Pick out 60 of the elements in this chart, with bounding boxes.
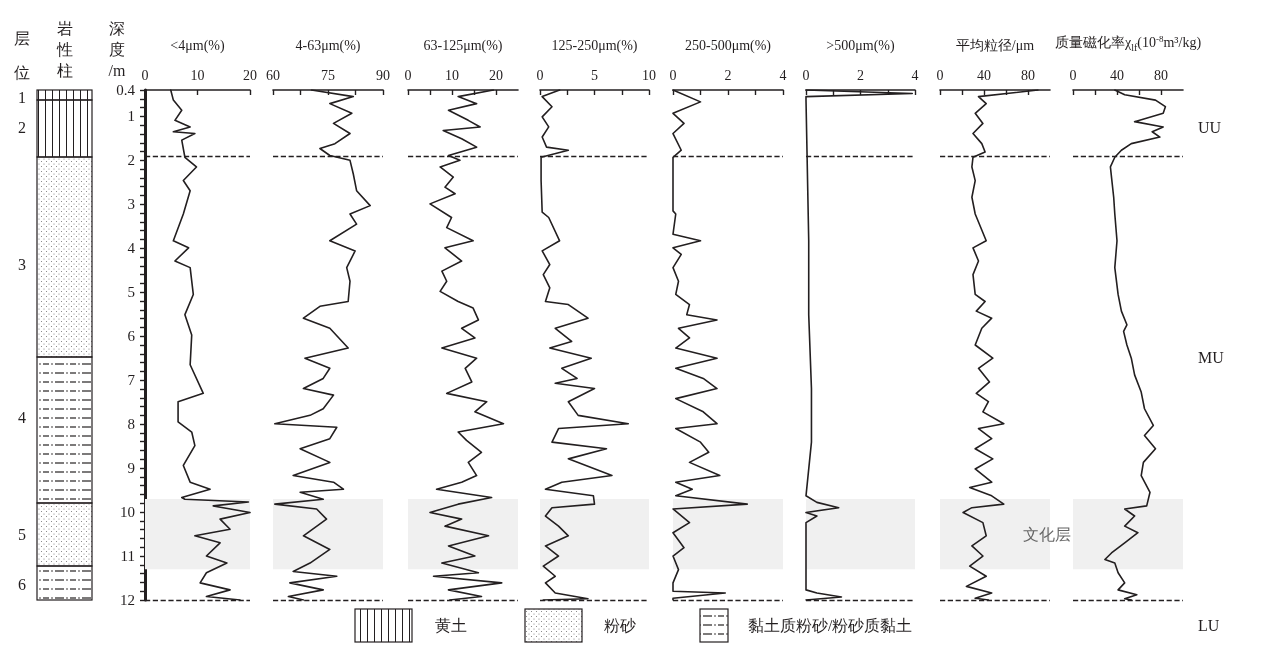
y-tick-label: 9 (127, 460, 135, 477)
y-tick-label: 7 (127, 372, 136, 389)
y-tick-label: 1 (127, 108, 135, 125)
x-tick-label: 0 (802, 67, 810, 83)
x-axis-title: 250-500μm(%) (684, 37, 772, 54)
band-label: 文化层 (1023, 525, 1071, 543)
y-tick-label: 8 (127, 416, 135, 433)
x-tick-label: 4 (779, 67, 787, 83)
x-axis-title: 4-63μm(%) (295, 37, 361, 54)
text: 黄土 (435, 617, 467, 635)
x-tick-label: 10 (445, 67, 459, 83)
x-tick-label: 90 (376, 67, 390, 83)
y-tick-label: 2 (127, 152, 135, 169)
x-axis-title: >500μm(%) (826, 37, 895, 54)
x-tick-label: 0 (404, 67, 412, 83)
text: 4 (18, 409, 26, 427)
y-tick-label: 11 (120, 548, 135, 565)
x-tick-label: 40 (977, 67, 991, 83)
x-axis-title: 125-250μm(%) (551, 37, 638, 54)
x-tick-label: 2 (724, 67, 732, 83)
text: UU (1198, 119, 1222, 137)
x-tick-label: 10 (642, 67, 656, 83)
x-tick-label: 20 (243, 67, 257, 83)
text: 5 (18, 526, 26, 544)
y-tick-label: 4 (127, 240, 136, 257)
x-tick-label: 80 (1154, 67, 1168, 83)
x-axis-title: 平均粒径/μm (955, 37, 1035, 53)
y-tick-label: 5 (127, 284, 135, 301)
text: 层位 (14, 29, 30, 83)
x-tick-label: 40 (1110, 67, 1124, 83)
x-tick-label: 0 (936, 67, 944, 83)
y-tick-label: 6 (127, 328, 136, 345)
text: LU (1198, 617, 1220, 635)
x-tick-label: 80 (1021, 67, 1035, 83)
x-tick-label: 2 (857, 67, 864, 83)
text: 岩性柱 (57, 19, 73, 81)
x-axis-title: 63-125μm(%) (423, 37, 503, 54)
x-tick-label: 0 (1069, 67, 1077, 83)
x-tick-label: 10 (190, 67, 205, 83)
y-tick-label: 12 (120, 592, 135, 608)
x-tick-label: 75 (321, 67, 335, 83)
x-tick-label: 0 (141, 67, 149, 83)
y-tick-label: 0.4 (116, 82, 136, 98)
text: 6 (18, 576, 26, 594)
x-tick-label: 5 (591, 67, 598, 83)
x-axis-title: <4μm(%) (170, 37, 225, 54)
x-tick-label: 0 (536, 67, 544, 83)
text: 2 (18, 119, 26, 137)
y-tick-label: 3 (127, 196, 135, 213)
y-axis-title: 深度/m (108, 19, 126, 81)
text: MU (1198, 349, 1224, 367)
text: 粉砂 (604, 617, 636, 635)
x-tick-label: 60 (266, 67, 280, 83)
text: 黏土质粉砂/粉砂质黏土 (748, 617, 913, 635)
text: 1 (18, 89, 26, 107)
x-tick-label: 4 (911, 67, 919, 83)
x-tick-label: 20 (489, 67, 503, 83)
text: 3 (18, 256, 26, 274)
x-tick-label: 0 (669, 67, 677, 83)
y-tick-label: 10 (120, 504, 135, 521)
